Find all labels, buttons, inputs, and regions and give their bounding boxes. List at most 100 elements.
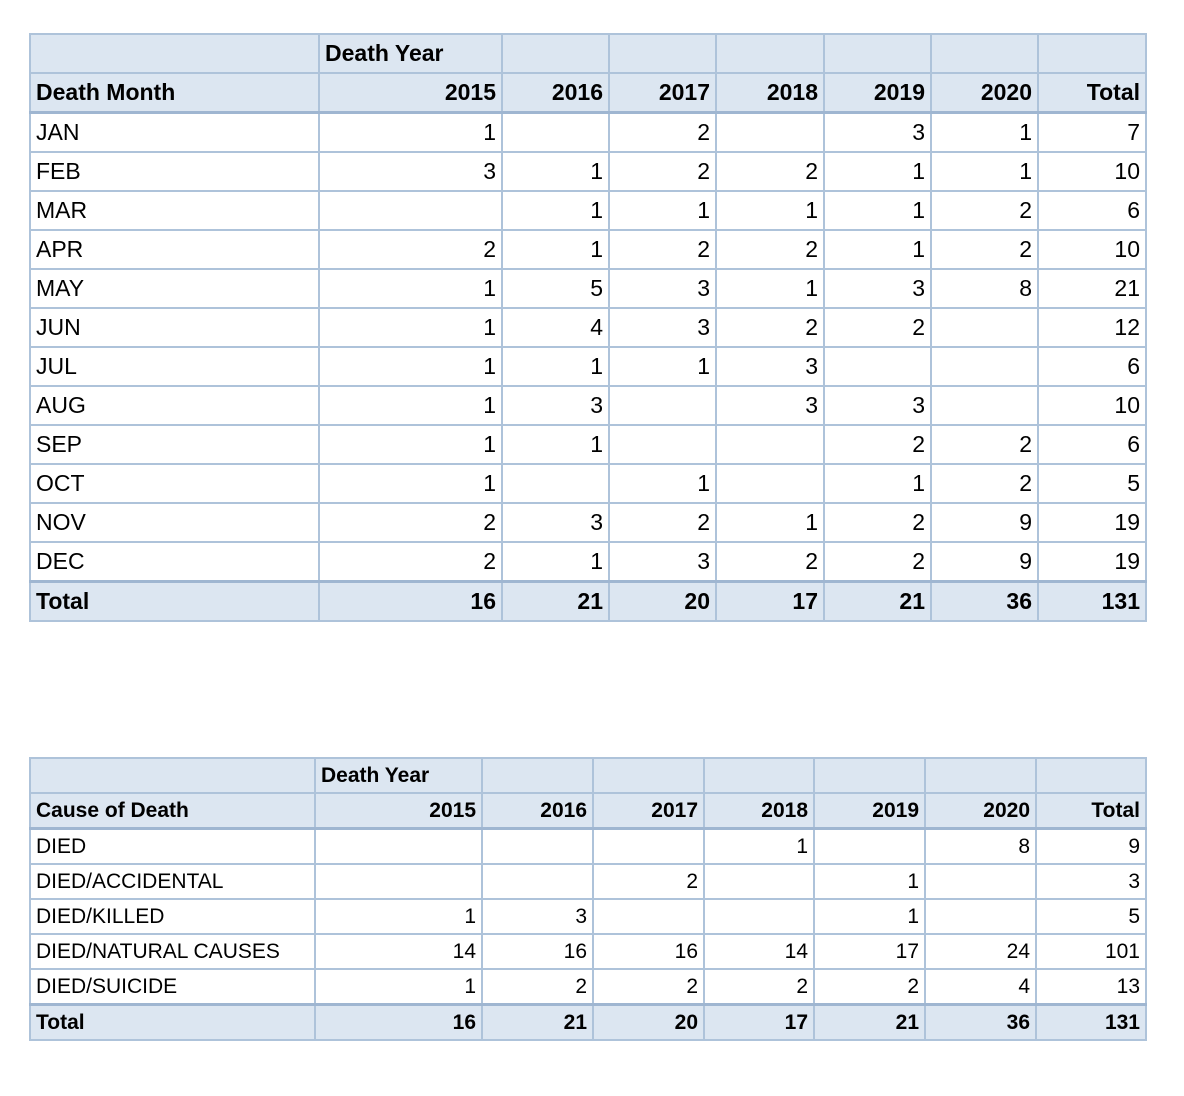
- year-header: 2019: [813, 792, 926, 830]
- value-cell: [703, 863, 815, 900]
- value-cell: 1: [314, 968, 483, 1006]
- table-row: OCT 1 1 1 2 5: [29, 463, 1147, 504]
- table-body: JAN 1 2 3 1 7 FEB 3 1 2 2 1 1 10 MAR 1 1 1 1 2 6 APR 2 1 2 2 1 2 10 M…: [29, 111, 1147, 583]
- value-cell: 1: [501, 229, 610, 270]
- value-cell: [481, 863, 594, 900]
- total-cell: 16: [318, 580, 503, 622]
- value-cell: [608, 424, 717, 465]
- table-row: MAR 1 1 1 1 2 6: [29, 190, 1147, 231]
- value-cell: 2: [823, 307, 932, 348]
- row-total-cell: 6: [1037, 346, 1147, 387]
- row-label: MAY: [29, 268, 320, 309]
- table-row: SEP 1 1 2 2 6: [29, 424, 1147, 465]
- value-cell: [924, 863, 1037, 900]
- row-label: AUG: [29, 385, 320, 426]
- row-total-cell: 5: [1037, 463, 1147, 504]
- header-row: Death Month 2015 2016 2017 2018 2019 202…: [29, 72, 1147, 114]
- value-cell: 2: [481, 968, 594, 1006]
- header-blank-cell: [930, 33, 1039, 74]
- header-blank-cell: [703, 757, 815, 794]
- value-cell: [930, 385, 1039, 426]
- total-cell: 21: [481, 1003, 594, 1041]
- row-total-cell: 19: [1037, 541, 1147, 583]
- header-row: Death Year: [29, 33, 1147, 74]
- value-cell: 1: [608, 190, 717, 231]
- table-row: NOV 2 3 2 1 2 9 19: [29, 502, 1147, 543]
- year-header: 2018: [715, 72, 825, 114]
- value-cell: [703, 898, 815, 935]
- value-cell: [314, 827, 483, 865]
- row-label: FEB: [29, 151, 320, 192]
- value-cell: 16: [481, 933, 594, 970]
- row-total-cell: 5: [1035, 898, 1147, 935]
- value-cell: [715, 463, 825, 504]
- value-cell: 1: [930, 111, 1039, 153]
- row-total-cell: 10: [1037, 385, 1147, 426]
- row-total-cell: 6: [1037, 190, 1147, 231]
- year-header: 2018: [703, 792, 815, 830]
- value-cell: 1: [823, 190, 932, 231]
- value-cell: 1: [318, 463, 503, 504]
- value-cell: 1: [715, 502, 825, 543]
- header-blank-cell: [29, 757, 316, 794]
- row-label: OCT: [29, 463, 320, 504]
- value-cell: 24: [924, 933, 1037, 970]
- value-cell: 1: [823, 463, 932, 504]
- value-cell: 16: [592, 933, 705, 970]
- row-total-cell: 10: [1037, 151, 1147, 192]
- total-cell: 20: [592, 1003, 705, 1041]
- value-cell: 1: [314, 898, 483, 935]
- table-row: DIED/NATURAL CAUSES 14 16 16 14 17 24 101: [29, 933, 1147, 970]
- table-row: MAY 1 5 3 1 3 8 21: [29, 268, 1147, 309]
- value-cell: 2: [715, 229, 825, 270]
- value-cell: 8: [924, 827, 1037, 865]
- value-cell: 2: [592, 863, 705, 900]
- value-cell: 1: [823, 229, 932, 270]
- year-header: 2015: [318, 72, 503, 114]
- column-group-label: Death Year: [318, 33, 503, 74]
- value-cell: [715, 111, 825, 153]
- table-row: DEC 2 1 3 2 2 9 19: [29, 541, 1147, 583]
- value-cell: 2: [592, 968, 705, 1006]
- value-cell: 2: [703, 968, 815, 1006]
- value-cell: 2: [608, 229, 717, 270]
- value-cell: 2: [930, 463, 1039, 504]
- row-total-cell: 7: [1037, 111, 1147, 153]
- value-cell: 4: [924, 968, 1037, 1006]
- row-label: DIED/NATURAL CAUSES: [29, 933, 316, 970]
- row-label: DIED: [29, 827, 316, 865]
- value-cell: [481, 827, 594, 865]
- value-cell: 2: [715, 307, 825, 348]
- value-cell: 2: [318, 502, 503, 543]
- value-cell: [715, 424, 825, 465]
- header-blank-cell: [592, 757, 705, 794]
- year-header: 2015: [314, 792, 483, 830]
- row-label: DIED/KILLED: [29, 898, 316, 935]
- row-total-cell: 9: [1035, 827, 1147, 865]
- year-header: 2020: [924, 792, 1037, 830]
- table-row: AUG 1 3 3 3 10: [29, 385, 1147, 426]
- value-cell: 1: [813, 898, 926, 935]
- value-cell: 5: [501, 268, 610, 309]
- value-cell: [592, 898, 705, 935]
- total-cell: 36: [924, 1003, 1037, 1041]
- table-row: APR 2 1 2 2 1 2 10: [29, 229, 1147, 270]
- value-cell: [930, 346, 1039, 387]
- table-row: DIED/SUICIDE 1 2 2 2 2 4 13: [29, 968, 1147, 1006]
- table-row: DIED 1 8 9: [29, 827, 1147, 865]
- value-cell: 1: [501, 541, 610, 583]
- header-blank-cell: [29, 33, 320, 74]
- header-row: Death Year: [29, 757, 1147, 794]
- value-cell: 3: [318, 151, 503, 192]
- header-blank-cell: [481, 757, 594, 794]
- value-cell: 1: [318, 111, 503, 153]
- value-cell: 8: [930, 268, 1039, 309]
- value-cell: 3: [608, 268, 717, 309]
- total-cell: 36: [930, 580, 1039, 622]
- value-cell: 1: [318, 268, 503, 309]
- row-total-cell: 101: [1035, 933, 1147, 970]
- value-cell: 3: [715, 346, 825, 387]
- cause-of-death-table: Death Year Cause of Death 2015 2016 2017…: [29, 757, 1147, 1041]
- total-cell: 16: [314, 1003, 483, 1041]
- value-cell: 2: [318, 541, 503, 583]
